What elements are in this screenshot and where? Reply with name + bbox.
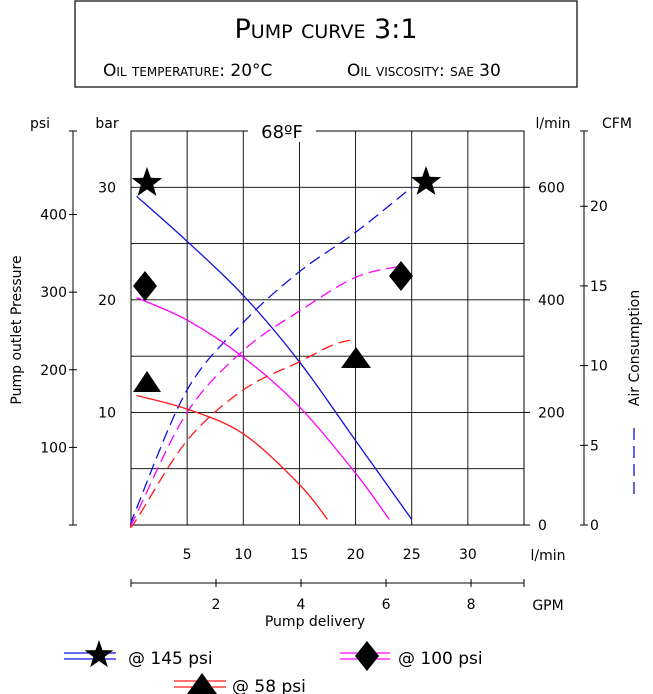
y-bar-tick-label: 30 [98,180,116,196]
legend-star-marker [84,640,114,668]
y-air-lmin-tick-label: 200 [538,405,565,421]
legend-triangle-marker [187,673,217,694]
inner-temperature-label: 68ºF [261,122,303,143]
marker-star-pressure [131,167,163,196]
y-bar-tick-label: 20 [98,293,116,309]
chart-subtitle-temperature: Oil temperature: 20°C [103,61,272,81]
x-lmin-tick-label: 30 [459,547,477,563]
x-lmin-tick-label: 20 [347,547,365,563]
air-curve-100 [130,265,401,527]
y-psi-tick-label: 300 [40,285,67,301]
legend-item-145: @ 145 psi [64,640,213,669]
legend-label-58: @ 58 psi [232,677,306,694]
y-bar-tick-label: 10 [98,405,116,421]
air-lmin-unit-label: l/min [535,116,570,132]
y-air-lmin-tick-label: 0 [538,518,547,534]
y-cfm-tick-label: 15 [590,279,608,295]
y-psi-tick-label: 200 [40,363,67,379]
inner-label-bg [248,120,316,142]
x-gpm-tick-label: 6 [382,597,391,613]
chart-markers [131,166,442,392]
marker-diamond-air [389,261,413,291]
chart-axes: 5 10 15 20 25 302 4 6 81020301002003004000200400… [40,130,608,613]
chart-title: Pump curve 3:1 [235,14,418,45]
psi-unit-label: psi [30,116,50,132]
y-air-lmin-tick-label: 400 [538,293,565,309]
legend-diamond-marker [355,641,379,671]
y-cfm-tick-label: 0 [590,518,599,534]
legend-item-58: @ 58 psi [174,673,306,694]
title-box [74,0,578,88]
x-lmin-tick-label: 15 [291,547,309,563]
y-cfm-tick-label: 20 [590,199,608,215]
marker-star-air [410,166,442,195]
pressure-curve-58 [136,394,329,520]
marker-triangle-pressure [133,371,161,392]
plot-frame [130,130,525,526]
y-psi-tick-label: 400 [40,208,67,224]
y-cfm-tick-label: 10 [590,359,608,375]
x-lmin-unit-label: l/min [530,548,565,564]
x-gpm-tick-label: 4 [297,597,306,613]
bar-unit-label: bar [95,116,118,132]
pressure-curve-100 [136,297,390,520]
air-curve-145 [130,186,413,526]
x-gpm-tick-label: 8 [467,597,476,613]
chart-legend: @ 145 psi @ 100 psi @ 58 psi [64,640,483,694]
chart-curves [130,186,413,528]
x-gpm-tick-label: 2 [212,597,221,613]
x-lmin-tick-label: 25 [403,547,421,563]
chart-subtitle-viscosity: Oil viscosity: sae 30 [347,61,501,81]
marker-diamond-pressure [133,271,157,301]
y-psi-tick-label: 100 [40,440,67,456]
legend-label-100: @ 100 psi [398,649,483,669]
legend-item-100: @ 100 psi [340,641,483,671]
marker-triangle-air [341,347,371,368]
y2-axis-title: Air Consumption [627,290,643,406]
legend-label-145: @ 145 psi [128,649,213,669]
pressure-curve-145 [136,195,413,520]
x-lmin-tick-label: 10 [234,547,252,563]
y-cfm-tick-label: 5 [590,438,599,454]
x-gpm-unit-label: GPM [532,598,563,614]
x-axis-title: Pump delivery [265,614,365,630]
x-lmin-tick-label: 5 [183,547,192,563]
plot-grid [130,130,525,526]
y-axis-title: Pump outlet Pressure [9,255,25,404]
cfm-unit-label: CFM [602,116,632,132]
y-air-lmin-tick-label: 600 [538,180,565,196]
